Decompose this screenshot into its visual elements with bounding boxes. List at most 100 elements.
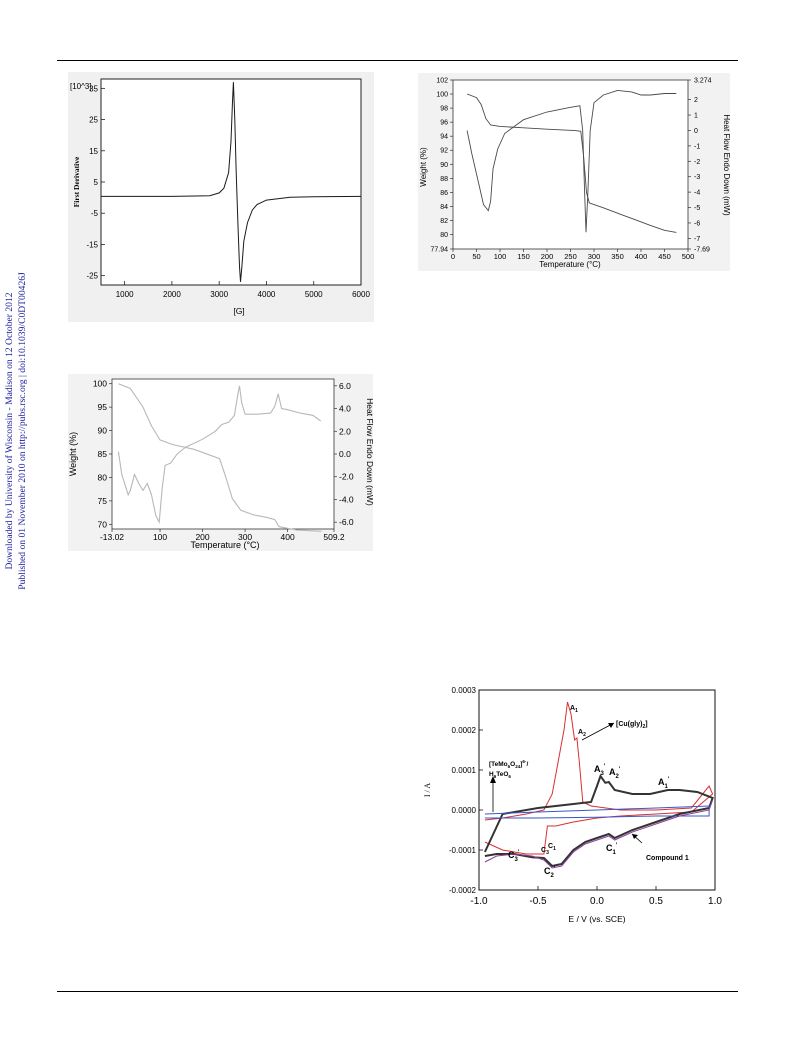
tga1-y-tick-label: 96	[440, 120, 448, 127]
cv-y-tick-label: 0.0000	[452, 806, 477, 815]
cv-x-tick-label: 0.5	[649, 896, 663, 907]
tga2-y-tick-label: 75	[98, 496, 108, 506]
tga2-heat-flow-curve	[117, 385, 322, 525]
bottom-rule	[57, 991, 738, 992]
tga1-x-axis-label: Temperature (°C)	[539, 260, 601, 269]
tga1-y2-tick-label: -5	[694, 205, 700, 212]
tga1-y-tick-label: 88	[440, 176, 448, 183]
tga2-x-tick-label: 400	[280, 532, 294, 542]
tga2-y-tick-label: 95	[98, 402, 108, 412]
epr-x-tick-label: 2000	[163, 290, 181, 299]
cv-x-tick-label: -0.5	[529, 896, 547, 907]
epr-y-tick-label: 35	[89, 84, 98, 93]
tga2-y-tick-label: 70	[98, 519, 108, 529]
tga1-y-tick-label: 84	[440, 204, 448, 211]
epr-x-tick-label: 5000	[305, 290, 323, 299]
tga2-plot-area	[111, 378, 335, 530]
temo-label-line1: [TeMo6O24]6-/	[489, 759, 528, 769]
cv-y-tick-label: -0.0002	[449, 886, 477, 895]
cyclic-voltammogram-figure: I / A E / V (vs. SCE) -1.0 -0.5 0.0 0.5 1.0 0…	[423, 686, 722, 924]
tga2-y-tick-label: 90	[98, 426, 108, 436]
cv-y-axis-label: I / A	[423, 783, 432, 797]
epr-multiplier-label: [10^3]	[70, 82, 92, 91]
cv-y-tick-label: 0.0001	[452, 766, 477, 775]
tga1-y2-tick-label: -4	[694, 190, 700, 197]
tga1-y2-tick-label: -1	[694, 143, 700, 150]
tga1-x-tick-label: 350	[611, 252, 624, 261]
cv-x-tick-label: 1.0	[708, 896, 722, 907]
peak-label-a2: A2	[578, 729, 586, 738]
cv-x-tick-label: 0.0	[590, 896, 604, 907]
peak-label-a1: A1	[570, 705, 578, 714]
temo-label-line2: H6TeO6	[489, 771, 511, 779]
tga1-y-tick-label: 100	[436, 92, 448, 99]
tga-dsc-figure-1: Weight (%) Heat Flow Endo Down (mW) Temp…	[418, 73, 731, 271]
epr-y-tick-label: 15	[89, 147, 98, 156]
epr-plot-area	[100, 78, 362, 286]
peak-label-a1-prime: A1'	[658, 777, 670, 790]
epr-y-tick-label: -15	[86, 240, 98, 249]
download-watermark: Downloaded by University of Wisconsin - …	[2, 256, 28, 606]
sidebar-published-text: Published on 01 November 2010 on http://…	[17, 272, 28, 590]
tga1-x-tick-label: 200	[541, 252, 554, 261]
cu-gly-arrowhead	[608, 723, 614, 728]
tga2-axis-ticks: -13.02 100 200 300 400 509.2 100 95 90 85 80 75 70 6.…	[93, 379, 354, 542]
epr-x-tick-label: 6000	[352, 290, 370, 299]
tga2-y2-axis-label: Heat Flow Endo Down (mW)	[365, 398, 375, 506]
tga1-y-tick-label: 80	[440, 232, 448, 239]
tga-dsc-figure-2: Weight (%) Heat Flow Endo Down (mW) Temp…	[68, 374, 375, 551]
epr-axis-ticks: 1000 2000 3000 4000 5000 6000 35 25 15 5 -5 -15 -25	[86, 84, 370, 299]
tga1-y2-tick-label: 0	[694, 128, 698, 135]
tga2-y2-tick-label: 6.0	[339, 381, 351, 391]
tga1-x-tick-label: 100	[494, 252, 507, 261]
epr-x-tick-label: 4000	[258, 290, 276, 299]
epr-y-axis-label: First Derivative	[72, 156, 81, 207]
peak-label-a3-prime: A3'	[594, 764, 606, 777]
tga2-y-axis-label: Weight (%)	[68, 432, 78, 476]
cu-gly-label: [Cu(gly)2]	[616, 721, 648, 730]
tga1-y-tick-label: 90	[440, 162, 448, 169]
cv-curve-2	[484, 805, 710, 819]
tga1-y-tick-label: 86	[440, 190, 448, 197]
download-watermark-svg: Downloaded by University of Wisconsin - …	[4, 272, 28, 590]
peak-label-c1: C1	[548, 843, 556, 852]
tga1-x-tick-label: 150	[517, 252, 530, 261]
tga2-y2-tick-label: 4.0	[339, 404, 351, 414]
tga1-x-tick-label: 300	[588, 252, 601, 261]
cv-x-axis-label: E / V (vs. SCE)	[568, 914, 625, 924]
epr-spectrum-figure: [10^3] First Derivative [G] 1000 2000 3000…	[68, 72, 374, 322]
tga2-x-tick-label: 100	[153, 532, 167, 542]
cv-curve-3	[484, 799, 714, 869]
cv-y-tick-label: 0.0003	[452, 686, 477, 695]
epr-x-tick-label: 1000	[116, 290, 134, 299]
compound-1-label: Compound 1	[646, 855, 689, 862]
tga2-x-axis-label: Temperature (°C)	[190, 540, 259, 550]
tga1-y-axis-label: Weight (%)	[419, 147, 428, 187]
cv-axis-ticks: -1.0 -0.5 0.0 0.5 1.0 0.0003 0.0002 0.0001 0.000…	[449, 686, 723, 907]
tga1-heat-flow-curve	[466, 89, 677, 233]
tga1-x-tick-label: 50	[472, 252, 480, 261]
tga2-x-tick-label: 300	[238, 532, 252, 542]
peak-label-c3-prime: C3'	[508, 850, 520, 863]
temo-arrowhead	[490, 776, 496, 783]
peak-label-a2-prime: A2'	[609, 767, 621, 780]
tga1-x-tick-label: 0	[451, 252, 455, 261]
tga1-y-tick-label: 77.94	[430, 247, 448, 254]
tga2-y2-tick-label: 0.0	[339, 449, 351, 459]
tga2-y2-tick-label: -4.0	[339, 494, 354, 504]
tga1-x-tick-label: 400	[635, 252, 648, 261]
epr-y-tick-label: 5	[94, 178, 99, 187]
tga1-y2-tick-label: -6	[694, 220, 700, 227]
peak-label-c1-prime: C1'	[606, 843, 618, 856]
tga2-y-tick-label: 80	[98, 472, 108, 482]
tga1-y-tick-label: 98	[440, 106, 448, 113]
epr-y-tick-label: -5	[91, 209, 99, 218]
tga1-y2-tick-label: -7.69	[694, 247, 710, 254]
tga1-y2-tick-label: 3.274	[694, 78, 712, 85]
tga1-y2-axis-label: Heat Flow Endo Down (mW)	[722, 114, 731, 216]
cv-curve-0	[484, 701, 714, 855]
compound-arrowhead	[632, 834, 638, 839]
sidebar-download-text: Downloaded by University of Wisconsin - …	[4, 292, 15, 569]
epr-derivative-curve	[101, 82, 362, 282]
